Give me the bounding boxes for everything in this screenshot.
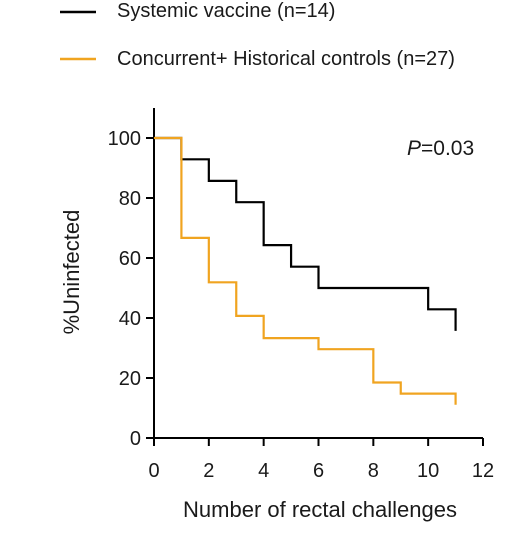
- y-axis-title: %Uninfected: [59, 210, 84, 335]
- y-tick-label: 100: [108, 128, 141, 150]
- legend-label-controls: Concurrent+ Historical controls (n=27): [117, 48, 455, 70]
- x-axis-title: Number of rectal challenges: [183, 497, 457, 522]
- p-value-text: =0.03: [421, 137, 474, 160]
- y-tick-label: 80: [119, 188, 141, 210]
- x-tick-label: 0: [148, 460, 159, 482]
- x-tick-label: 2: [203, 460, 214, 482]
- series-line-controls: [154, 136, 457, 405]
- x-tick-label: 6: [313, 460, 324, 482]
- axes: 0 20 40 60 80 100 0 2 4 6 8 10 12: [108, 108, 494, 482]
- y-tick-label: 60: [119, 248, 141, 270]
- x-tick-label: 10: [417, 460, 439, 482]
- x-tick-label: 4: [258, 460, 269, 482]
- p-value-annotation: P=0.03: [407, 137, 474, 160]
- legend-label-systemic-vaccine: Systemic vaccine (n=14): [117, 0, 335, 22]
- p-value-symbol: P: [407, 137, 421, 160]
- y-ticks: 0 20 40 60 80 100: [108, 128, 154, 450]
- x-tick-label: 12: [472, 460, 494, 482]
- y-tick-label: 20: [119, 368, 141, 390]
- x-tick-label: 8: [368, 460, 379, 482]
- x-ticks: 0 2 4 6 8 10 12: [148, 438, 494, 482]
- legend: Systemic vaccine (n=14) Concurrent+ Hist…: [60, 0, 455, 70]
- series-line-systemic-vaccine: [154, 136, 457, 331]
- y-tick-label: 0: [130, 428, 141, 450]
- series-layer: [154, 136, 457, 405]
- y-tick-label: 40: [119, 308, 141, 330]
